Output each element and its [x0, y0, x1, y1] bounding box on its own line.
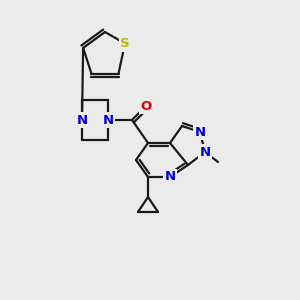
Text: N: N — [194, 125, 206, 139]
Text: N: N — [76, 113, 88, 127]
Text: N: N — [102, 113, 114, 127]
Text: N: N — [164, 170, 175, 184]
Text: N: N — [200, 146, 211, 158]
Text: N: N — [200, 146, 211, 158]
Text: N: N — [76, 113, 88, 127]
Text: N: N — [194, 125, 206, 139]
Text: O: O — [140, 100, 152, 112]
Text: S: S — [120, 37, 130, 50]
Text: S: S — [120, 37, 130, 50]
Text: O: O — [140, 100, 152, 112]
Text: N: N — [164, 170, 175, 184]
Text: N: N — [102, 113, 114, 127]
